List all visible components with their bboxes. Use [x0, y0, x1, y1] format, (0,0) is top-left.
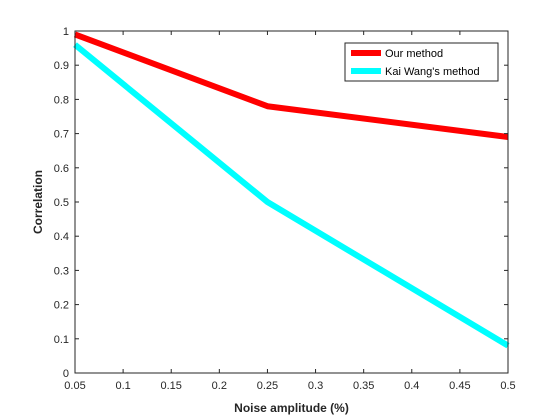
y-tick-label: 1 — [63, 26, 69, 38]
x-tick-label: 0.2 — [212, 380, 227, 392]
y-tick-label: 0.6 — [54, 163, 69, 175]
x-tick-label: 0.1 — [115, 380, 130, 392]
x-tick-label: 0.05 — [64, 380, 85, 392]
x-axis-label: Noise amplitude (%) — [234, 401, 349, 415]
x-tick-label: 0.4 — [404, 380, 419, 392]
x-tick-label: 0.35 — [353, 380, 374, 392]
x-tick-label: 0.25 — [257, 380, 278, 392]
y-tick-label: 0.7 — [54, 129, 69, 141]
data-point — [266, 105, 268, 107]
legend-label: Our method — [385, 48, 443, 60]
x-tick-label: 0.45 — [449, 380, 470, 392]
y-tick-label: 0.5 — [54, 197, 69, 209]
legend-box — [344, 42, 499, 82]
y-tick-label: 0.2 — [54, 300, 69, 312]
y-axis-label: Correlation — [31, 170, 45, 234]
y-tick-label: 0.1 — [54, 334, 69, 346]
data-point — [266, 201, 268, 203]
ticks-layer: 0.05 0.1 0.15 0.2 0.25 0.3 0.35 0.4 0.45 0.5 0 0.1 0… — [54, 26, 516, 392]
y-tick-label: 0.9 — [54, 60, 69, 72]
y-tick-label: 0.4 — [54, 231, 69, 243]
legend-label: Kai Wang's method — [385, 66, 480, 78]
x-tick-label: 0.15 — [161, 380, 182, 392]
y-tick-label: 0 — [63, 368, 69, 380]
plot-area — [75, 31, 508, 373]
x-tick-label: 0.3 — [308, 380, 323, 392]
legend: Our method Kai Wang's method — [344, 42, 499, 82]
y-tick-label: 0.3 — [54, 265, 69, 277]
x-tick-label: 0.5 — [500, 380, 515, 392]
y-tick-label: 0.8 — [54, 94, 69, 106]
